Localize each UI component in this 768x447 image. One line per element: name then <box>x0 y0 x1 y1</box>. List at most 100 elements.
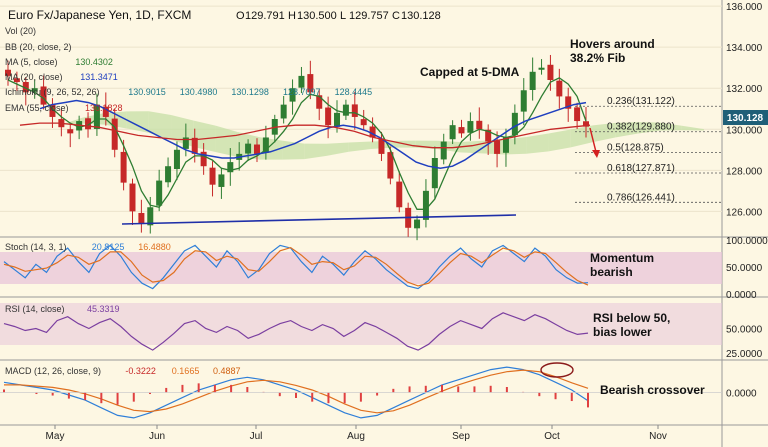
chart-title: Euro Fx/Japanese Yen, 1D, FXCM <box>8 8 191 22</box>
candle-body <box>520 90 527 112</box>
indicator-panel-value: 16.4880 <box>138 242 171 252</box>
candle-body <box>422 190 429 220</box>
indicator-legends: Vol (20) BB (20, close, 2) MA (5, close) 13… <box>5 26 372 113</box>
candle-body <box>369 126 376 138</box>
candle-body <box>529 71 536 90</box>
candle-body <box>40 86 47 105</box>
fib-label: 0.382(129.880) <box>607 122 675 133</box>
indicator-panel-value: -0.3222 <box>125 366 156 376</box>
candle-body <box>253 144 260 154</box>
annotation-hover-line2: 38.2% Fib <box>570 51 625 65</box>
candle-body <box>538 67 545 70</box>
cloud-segment <box>326 142 349 156</box>
rsi-band <box>0 303 722 345</box>
indicator-legend-name: MA (5, close) <box>5 57 58 67</box>
candle-body <box>147 207 154 226</box>
indicator-line-1-0 <box>3 244 589 290</box>
price-tick-label: 132.000 <box>726 84 763 95</box>
candle-body <box>378 138 385 154</box>
candle-body <box>476 120 483 130</box>
indicator-tick-label: 50.0000 <box>726 325 763 336</box>
time-axis-label: Jul <box>250 431 263 442</box>
candle-body <box>262 137 269 153</box>
candle-body <box>280 104 287 119</box>
time-axis-label: May <box>46 431 65 442</box>
candle-body <box>351 104 358 117</box>
cloud-segment <box>570 125 593 148</box>
candle-body <box>165 166 172 183</box>
ohlc-value: 130.500 <box>297 10 337 22</box>
ohlc-value: 130.128 <box>401 10 441 22</box>
candle-body <box>173 149 180 169</box>
indicator-panel-value: 20.8125 <box>92 242 125 252</box>
candle-body <box>396 181 403 208</box>
price-tick-label: 128.000 <box>726 166 763 177</box>
candle-body <box>67 129 74 134</box>
ma5-line <box>7 77 587 210</box>
cloud-segment <box>681 125 704 131</box>
time-axis-label: Aug <box>347 431 365 442</box>
indicator-legend-value: 130.4980 <box>180 87 218 97</box>
indicator-panel-value: 0.1665 <box>172 366 200 376</box>
candle-body <box>31 88 38 92</box>
candle-body <box>85 118 92 130</box>
candle-body <box>289 88 296 102</box>
time-axis-label: Oct <box>544 431 560 442</box>
time-axis-label: Jun <box>149 431 165 442</box>
fibonacci-levels: 0.236(131.122) 0.382(129.880) 0.5(128.875)… <box>575 96 722 203</box>
moving-average-lines <box>7 77 591 210</box>
candle-body <box>449 125 456 140</box>
ohlc-key: O <box>236 10 245 22</box>
price-tick-label: 136.000 <box>726 2 763 13</box>
candle-body <box>485 129 492 142</box>
fib-label: 0.236(131.122) <box>607 96 675 107</box>
candle-body <box>307 74 314 93</box>
candle-body <box>440 141 447 160</box>
fib-label: 0.5(128.875) <box>607 142 664 153</box>
cloud-segment <box>459 140 482 154</box>
indicator-tick-label: 50.0000 <box>726 263 763 274</box>
candle-body <box>200 151 207 167</box>
last-price-tag <box>723 110 768 125</box>
indicator-legend-value: 130.9015 <box>128 87 166 97</box>
candle-body <box>13 78 20 83</box>
ohlc-readout: O 129.791 H 130.500 L 129.757 C 130.128 <box>236 10 441 22</box>
candle-body <box>298 75 305 88</box>
cloud-segment <box>348 141 371 152</box>
indicator-line-2-0 <box>3 312 589 351</box>
annotation-momentum-line1: Momentum <box>590 251 654 265</box>
candle-body <box>111 118 118 150</box>
candle-body <box>494 140 501 154</box>
cloud-segment <box>148 111 172 140</box>
indicator-legend-value: 130.4302 <box>75 57 113 67</box>
cloud-segment <box>526 133 549 154</box>
indicator-line-3-0 <box>3 366 589 419</box>
candle-body <box>49 104 56 117</box>
candle-body <box>502 137 509 153</box>
cloud-segment <box>637 122 660 134</box>
indicator-subpanels: 100.0000 50.0000 0.0000 Stoch (14, 3, 1) 20.… <box>0 236 768 419</box>
annotation-momentum-line2: bearish <box>590 265 633 279</box>
indicator-tick-label: 100.0000 <box>726 236 768 247</box>
fib-label: 0.786(126.441) <box>607 192 675 203</box>
candle-body <box>129 183 136 212</box>
annotation-rsi-line1: RSI below 50, <box>593 311 670 325</box>
ohlc-value: 129.791 <box>245 10 285 22</box>
candle-body <box>102 106 109 117</box>
time-axis-label: Nov <box>649 431 667 442</box>
indicator-panel-title: RSI (14, close) <box>5 304 65 314</box>
cloud-segment <box>548 129 571 152</box>
fib-label: 0.618(127.871) <box>607 163 675 174</box>
candle-body <box>22 82 29 93</box>
bearish-arrow-head <box>592 150 600 158</box>
candle-body <box>574 107 581 122</box>
ema55-line <box>19 122 591 149</box>
indicator-legend-value: 128.7097 <box>283 87 321 97</box>
indicator-legend-name: MA (20, close) <box>5 72 63 82</box>
candle-body <box>227 162 234 173</box>
ohlc-value: 129.757 <box>349 10 389 22</box>
ohlc-key: L <box>340 10 346 22</box>
candle-body <box>467 121 474 133</box>
crossover-highlight <box>540 362 574 378</box>
price-axis-background <box>722 0 768 447</box>
